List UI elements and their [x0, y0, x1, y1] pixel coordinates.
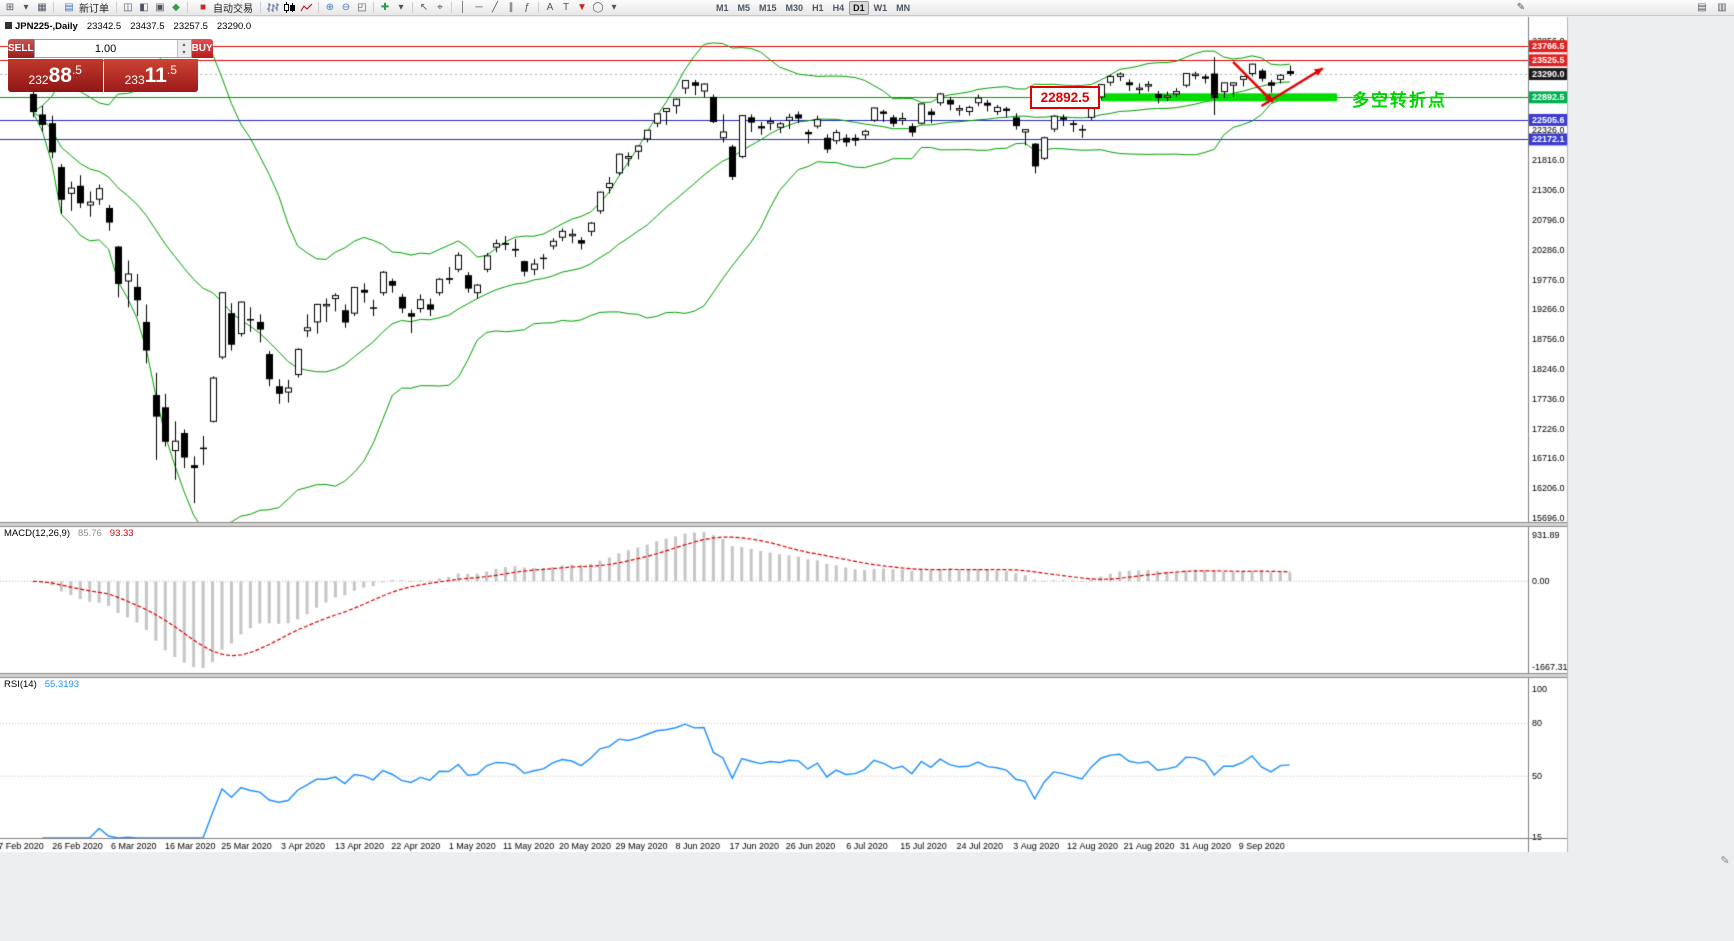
volume-up-button[interactable]: ▴ [177, 40, 191, 49]
toolbar-separator [451, 2, 452, 13]
vertical-line-icon[interactable]: │ [459, 1, 467, 13]
timeframe-w1[interactable]: W1 [873, 2, 888, 13]
navigator-icon[interactable]: ◧ [139, 1, 149, 13]
timeframe-m15[interactable]: M15 [759, 2, 777, 13]
tile-windows-icon[interactable]: ◰ [357, 1, 367, 13]
volume-spinner: ▴ ▾ [176, 40, 191, 57]
rsi-header: RSI(14) 55.3193 [4, 679, 79, 690]
timeframe-h4[interactable]: H4 [832, 2, 845, 13]
turning-point-annotation[interactable]: 多空转折点 [1352, 91, 1447, 110]
sell-button[interactable]: SELL [8, 39, 34, 58]
buy-price-display: 233 11 .5 [103, 59, 198, 92]
market-watch-icon[interactable]: ◫ [123, 1, 133, 13]
zoom-in-icon[interactable]: ⊕ [325, 1, 335, 13]
volume-input[interactable] [34, 40, 177, 57]
auto-trading-button[interactable]: ■ 自动交易 [191, 1, 257, 15]
edit-pencil-icon[interactable]: ✎ [1720, 854, 1730, 867]
buy-price-head: 233 [124, 73, 145, 87]
sell-price-frac: .5 [71, 63, 82, 77]
timeframe-group: M1 M5 M15 M30 H1 H4 D1 W1 MN [712, 0, 914, 15]
timeframe-m5[interactable]: M5 [737, 2, 751, 13]
macd-signal-value: 93.33 [109, 528, 134, 539]
text-icon[interactable]: A [546, 1, 554, 13]
chart-dropdown-icon[interactable]: ▾ [23, 1, 29, 13]
toolbar-separator [53, 2, 54, 13]
terminal-icon[interactable]: ▣ [155, 1, 165, 13]
new-order-button[interactable]: ▤ 新订单 [57, 1, 113, 15]
macd-value: 85.76 [78, 528, 102, 539]
new-chart-icon[interactable]: ⊞ [5, 1, 15, 13]
volume-control: ▴ ▾ [33, 39, 192, 58]
dock-icon[interactable]: ▤ [1697, 2, 1707, 13]
ohlc-low: 23257.5 [173, 21, 208, 32]
ohlc-open: 23342.5 [86, 21, 122, 32]
timeframe-h1[interactable]: H1 [812, 2, 824, 13]
shapes-icon[interactable]: ◯ [592, 1, 604, 13]
toolbar-separator [260, 2, 261, 13]
zoom-out-icon[interactable]: ⊖ [341, 1, 351, 13]
crosshair-icon[interactable]: ⌖ [437, 1, 443, 13]
new-order-icon: ▤ [64, 1, 74, 13]
shapes-dropdown-icon[interactable]: ▾ [611, 1, 617, 13]
cursor-icon[interactable]: ↖ [419, 1, 429, 13]
sell-price-head: 232 [28, 73, 49, 87]
one-click-trading-panel: SELL ▴ ▾ BUY 232 88 .5 233 11 .5 [8, 39, 213, 92]
ohlc-close: 23290.0 [216, 21, 252, 32]
strategy-tester-icon[interactable]: ◆ [172, 1, 180, 13]
bar-chart-icon[interactable] [264, 1, 281, 15]
timeframe-d1[interactable]: D1 [849, 0, 869, 15]
toolbar-separator [116, 2, 117, 13]
toolbar-right-group: ▤ ▥ [1694, 1, 1730, 15]
trendline-icon[interactable]: ╱ [491, 1, 499, 13]
arrow-tool-icon[interactable]: ▼ [577, 1, 587, 13]
line-chart-icon[interactable] [298, 1, 315, 15]
layout-icon[interactable]: ▥ [1717, 2, 1727, 13]
profiles-icon[interactable]: ▦ [37, 1, 47, 13]
chart-canvas[interactable] [0, 16, 1734, 941]
timeframe-mn[interactable]: MN [896, 2, 911, 13]
text-label-icon[interactable]: T [562, 1, 570, 13]
candle-chart-icon[interactable] [281, 1, 298, 15]
toolbar-separator [538, 2, 539, 13]
toolbar-separator [318, 2, 319, 13]
timeframe-m30[interactable]: M30 [785, 2, 804, 13]
symbol-period-label: JPN225-,Daily [15, 21, 78, 32]
buy-price-frac: .5 [166, 63, 177, 77]
horizontal-line-icon[interactable]: ─ [475, 1, 483, 13]
draw-pencil-icon[interactable]: ✎ [1516, 2, 1526, 13]
macd-header: MACD(12,26,9) 85.76 93.33 [4, 528, 134, 539]
macd-label: MACD(12,26,9) [4, 528, 70, 539]
rsi-value: 55.3193 [44, 679, 80, 690]
ohlc-high: 23437.5 [130, 21, 165, 32]
buy-price-big: 11 [144, 64, 167, 87]
auto-trading-icon: ■ [199, 1, 207, 13]
toolbar: ⊞ ▾ ▦ ▤ 新订单 ◫ ◧ ▣ ◆ ■ 自动交易 ⊕ ⊖ ◰ ✚ ▾ ↖ ⌖… [0, 0, 1734, 16]
auto-trading-label: 自动交易 [213, 4, 253, 15]
fibonacci-icon[interactable]: ƒ [524, 1, 530, 13]
buy-button[interactable]: BUY [191, 39, 213, 58]
chart-symbol-icon [5, 22, 12, 29]
chart-header: JPN225-,Daily 23342.5 23437.5 23257.5 23… [5, 21, 251, 32]
price-level-callout[interactable]: 22892.5 [1030, 86, 1100, 109]
timeframe-m1[interactable]: M1 [716, 2, 729, 13]
volume-down-button[interactable]: ▾ [177, 48, 191, 57]
sell-price-display: 232 88 .5 [8, 59, 103, 92]
toolbar-separator [412, 2, 413, 13]
toolbar-separator [187, 2, 188, 13]
indicators-dropdown-icon[interactable]: ▾ [398, 1, 404, 13]
toolbar-separator [373, 2, 374, 13]
rsi-label: RSI(14) [4, 679, 37, 690]
indicators-icon[interactable]: ✚ [380, 1, 390, 13]
new-order-label: 新订单 [79, 4, 109, 15]
channel-icon[interactable]: ∥ [508, 1, 514, 13]
sell-price-big: 88 [48, 64, 72, 87]
